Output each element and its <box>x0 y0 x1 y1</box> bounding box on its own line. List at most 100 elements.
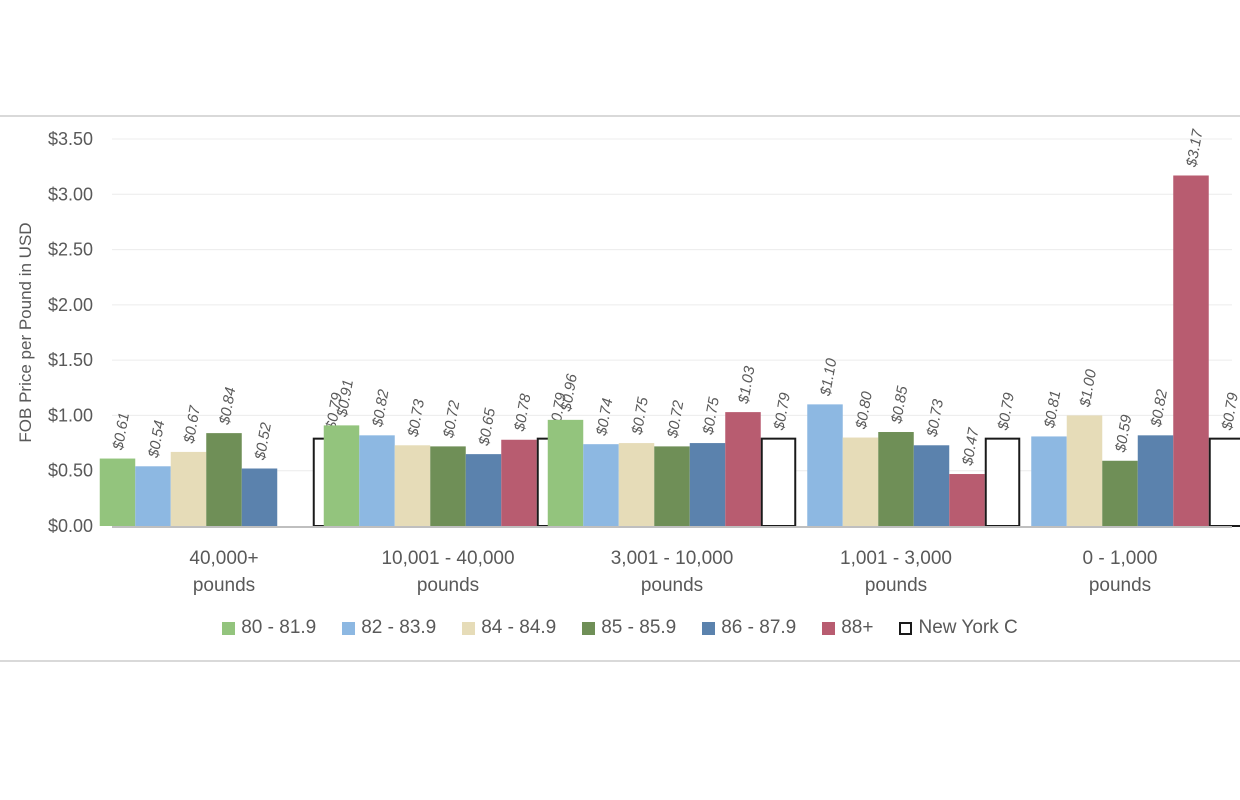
bar <box>1031 436 1067 526</box>
bar <box>99 458 136 526</box>
bar <box>689 443 726 526</box>
x-tick-label: pounds <box>641 575 703 596</box>
x-tick-label: pounds <box>1089 575 1151 596</box>
legend-item: 88+ <box>822 617 873 639</box>
bar <box>206 433 242 526</box>
bar <box>984 437 1021 527</box>
bar <box>501 439 537 526</box>
y-axis-title: FOB Price per Pound in USD <box>16 222 35 442</box>
legend-item: 85 - 85.9 <box>582 617 676 639</box>
data-label: $0.82 <box>1148 387 1172 429</box>
top-divider <box>0 115 1240 117</box>
legend-swatch <box>342 621 356 635</box>
y-tick-label: $3.00 <box>48 184 93 204</box>
data-label: $0.84 <box>216 386 239 427</box>
bar <box>465 454 502 526</box>
x-tick-label: 40,000+ <box>189 548 258 569</box>
data-label: $0.75 <box>629 395 653 437</box>
bar <box>1208 437 1240 527</box>
legend-label: 88+ <box>841 617 874 638</box>
chart-legend: 80 - 81.9 82 - 83.9 84 - 84.9 85 - 85.9 86 -… <box>0 617 1240 639</box>
bar <box>430 446 466 526</box>
x-tick-label: pounds <box>193 575 255 596</box>
bar <box>807 404 843 526</box>
data-label: $0.73 <box>924 397 948 439</box>
legend-swatch <box>702 621 716 635</box>
x-tick-label: 0 - 1,000 <box>1083 548 1158 569</box>
data-label: $0.78 <box>511 392 535 434</box>
data-label: $0.52 <box>252 421 276 463</box>
y-tick-label: $0.50 <box>48 461 93 481</box>
bar <box>1137 435 1174 526</box>
y-tick-label: $2.50 <box>48 240 93 260</box>
data-label: $1.00 <box>1077 368 1101 410</box>
data-label: $0.80 <box>853 390 877 432</box>
data-label: $0.74 <box>593 397 616 438</box>
bar <box>913 445 950 526</box>
y-tick-label: $3.50 <box>48 129 93 149</box>
bar <box>1102 460 1138 526</box>
x-tick-label: 1,001 - 3,000 <box>840 548 952 569</box>
data-label: $0.65 <box>476 406 500 448</box>
bar <box>135 466 171 526</box>
data-label: $0.54 <box>145 419 168 460</box>
bar <box>359 435 395 526</box>
data-label: $0.96 <box>558 372 582 414</box>
legend-swatch <box>822 621 836 635</box>
legend-label: 85 - 85.9 <box>601 617 677 638</box>
bar <box>842 437 879 526</box>
bar <box>760 437 797 527</box>
legend-label: 82 - 83.9 <box>361 617 437 638</box>
bar <box>878 432 914 526</box>
data-label: $3.17 <box>1183 128 1207 170</box>
legend-item: 82 - 83.9 <box>342 617 436 639</box>
bar <box>323 425 360 526</box>
bar <box>241 468 278 526</box>
bar <box>1066 415 1103 526</box>
data-label: $0.72 <box>664 399 688 441</box>
y-tick-label: $0.00 <box>48 516 93 536</box>
data-label: $0.79 <box>323 391 347 433</box>
legend-swatch <box>899 621 913 635</box>
data-label: $0.61 <box>110 411 133 452</box>
bar <box>583 444 619 526</box>
data-label: $0.79 <box>1219 391 1240 433</box>
y-tick-label: $1.50 <box>48 350 93 370</box>
data-label: $0.59 <box>1112 413 1136 455</box>
legend-swatch <box>462 621 476 635</box>
legend-swatch <box>582 621 596 635</box>
data-label: $0.73 <box>405 397 429 439</box>
data-label: $0.67 <box>181 404 205 446</box>
data-label: $1.03 <box>735 364 759 406</box>
legend-item: 80 - 81.9 <box>222 617 316 639</box>
data-label: $0.79 <box>995 391 1019 433</box>
y-tick-label: $1.00 <box>48 405 93 425</box>
legend-label: 86 - 87.9 <box>721 617 797 638</box>
legend-item: 86 - 87.9 <box>702 617 796 639</box>
legend-label: New York C <box>918 617 1018 638</box>
bar <box>1173 175 1209 526</box>
bar <box>654 446 690 526</box>
legend-label: 80 - 81.9 <box>241 617 317 638</box>
x-tick-label: pounds <box>865 575 927 596</box>
data-label: $0.85 <box>888 384 912 426</box>
data-label: $0.91 <box>334 378 357 419</box>
data-label: $0.82 <box>369 387 393 429</box>
data-label: $0.47 <box>959 426 983 468</box>
x-tick-label: 10,001 - 40,000 <box>381 548 514 569</box>
data-label: $0.81 <box>1041 389 1064 430</box>
bar <box>170 451 207 526</box>
bar <box>394 445 431 526</box>
data-label: $1.10 <box>817 356 841 398</box>
legend-swatch <box>222 621 236 635</box>
data-label: $0.79 <box>771 391 795 433</box>
data-label: $0.72 <box>440 399 464 441</box>
x-tick-label: pounds <box>417 575 479 596</box>
legend-label: 84 - 84.9 <box>481 617 557 638</box>
y-tick-label: $2.00 <box>48 295 93 315</box>
bar <box>618 443 655 526</box>
data-label: $0.75 <box>700 395 724 437</box>
bar <box>725 412 761 526</box>
legend-item: New York C <box>899 617 1018 639</box>
